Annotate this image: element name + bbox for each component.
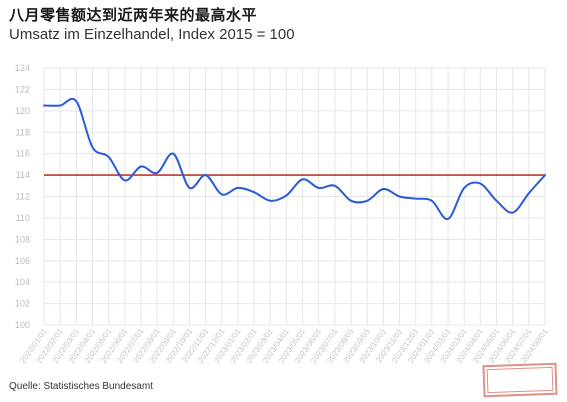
source-note: Quelle: Statistisches Bundesamt	[9, 381, 153, 392]
y-tick-label: 102	[15, 299, 30, 309]
y-tick-label: 100	[15, 320, 30, 330]
y-tick-label: 104	[15, 277, 30, 287]
chart-title: 八月零售额达到近两年来的最高水平	[9, 6, 258, 24]
y-tick-label: 114	[16, 170, 30, 180]
chart-subtitle: Umsatz im Einzelhandel, Index 2015 = 100	[9, 26, 295, 43]
y-tick-label: 108	[15, 234, 30, 244]
y-tick-label: 120	[15, 106, 30, 116]
y-tick-label: 122	[15, 84, 30, 94]
seal-stamp	[482, 362, 558, 398]
series-line	[43, 97, 546, 221]
y-tick-label: 106	[15, 256, 30, 266]
y-tick-label: 110	[16, 213, 30, 223]
y-tick-label: 116	[16, 149, 30, 159]
y-tick-label: 124	[15, 63, 30, 73]
y-tick-label: 118	[16, 127, 30, 137]
y-tick-label: 112	[16, 192, 30, 202]
